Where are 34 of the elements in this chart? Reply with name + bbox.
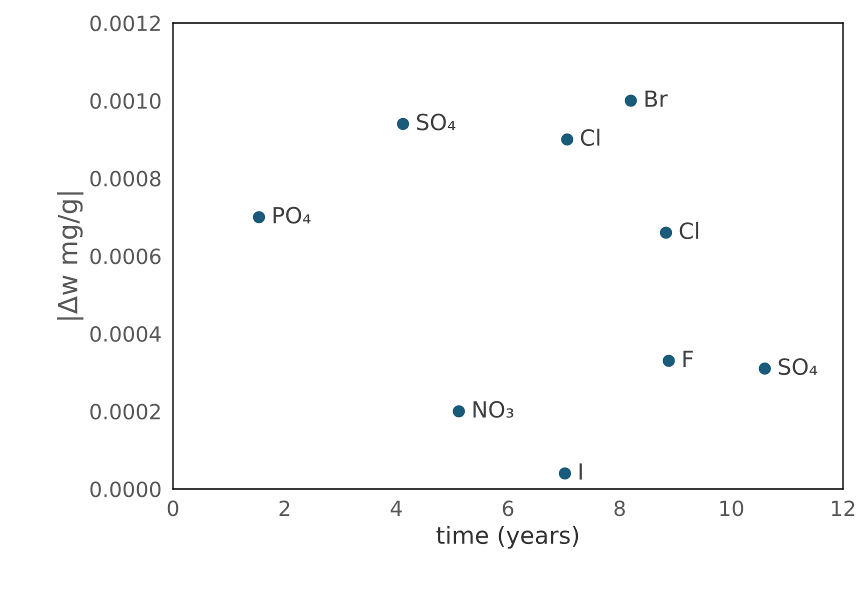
point: [252, 211, 266, 224]
annotation: NO₃: [474, 400, 514, 418]
annotation: SO₄: [417, 114, 456, 130]
annotation: I: [580, 463, 582, 480]
point: [396, 118, 410, 130]
annotation: Cl: [680, 222, 698, 240]
annotation: Br: [646, 90, 668, 107]
annotation: Cl: [580, 128, 600, 146]
y-tick-label: 0.0008: [90, 170, 160, 187]
point: [662, 354, 675, 367]
point: [561, 133, 574, 146]
x-tick-label: 2: [280, 500, 290, 516]
x-tick-label: 4: [390, 500, 402, 516]
x-tick-label: 10: [720, 500, 744, 516]
x-tick-label: 6: [502, 500, 514, 516]
point: [624, 94, 637, 107]
x-tick-label: 8: [614, 500, 625, 516]
annotation: PO₄: [274, 206, 311, 224]
x-axis-title: time (years): [436, 526, 578, 549]
y-tick-label: 0.0006: [90, 248, 161, 264]
annotation: SO₄: [778, 358, 818, 376]
y-axis-title: |Δw mg/g|: [57, 192, 84, 320]
point: [758, 362, 771, 375]
annotation: F: [683, 350, 693, 367]
point: [452, 405, 465, 418]
point: [660, 226, 672, 239]
y-tick-label: 0.0004: [90, 326, 161, 342]
x-tick-label: 0: [168, 500, 178, 516]
x-tick-label: 12: [832, 500, 854, 516]
y-tick-label: 0.0002: [90, 404, 160, 420]
y-tick-label: 0.0000: [90, 481, 161, 498]
point: [558, 467, 572, 480]
y-tick-label: 0.0010: [90, 93, 161, 109]
y-tick-label: 0.0012: [90, 15, 160, 32]
